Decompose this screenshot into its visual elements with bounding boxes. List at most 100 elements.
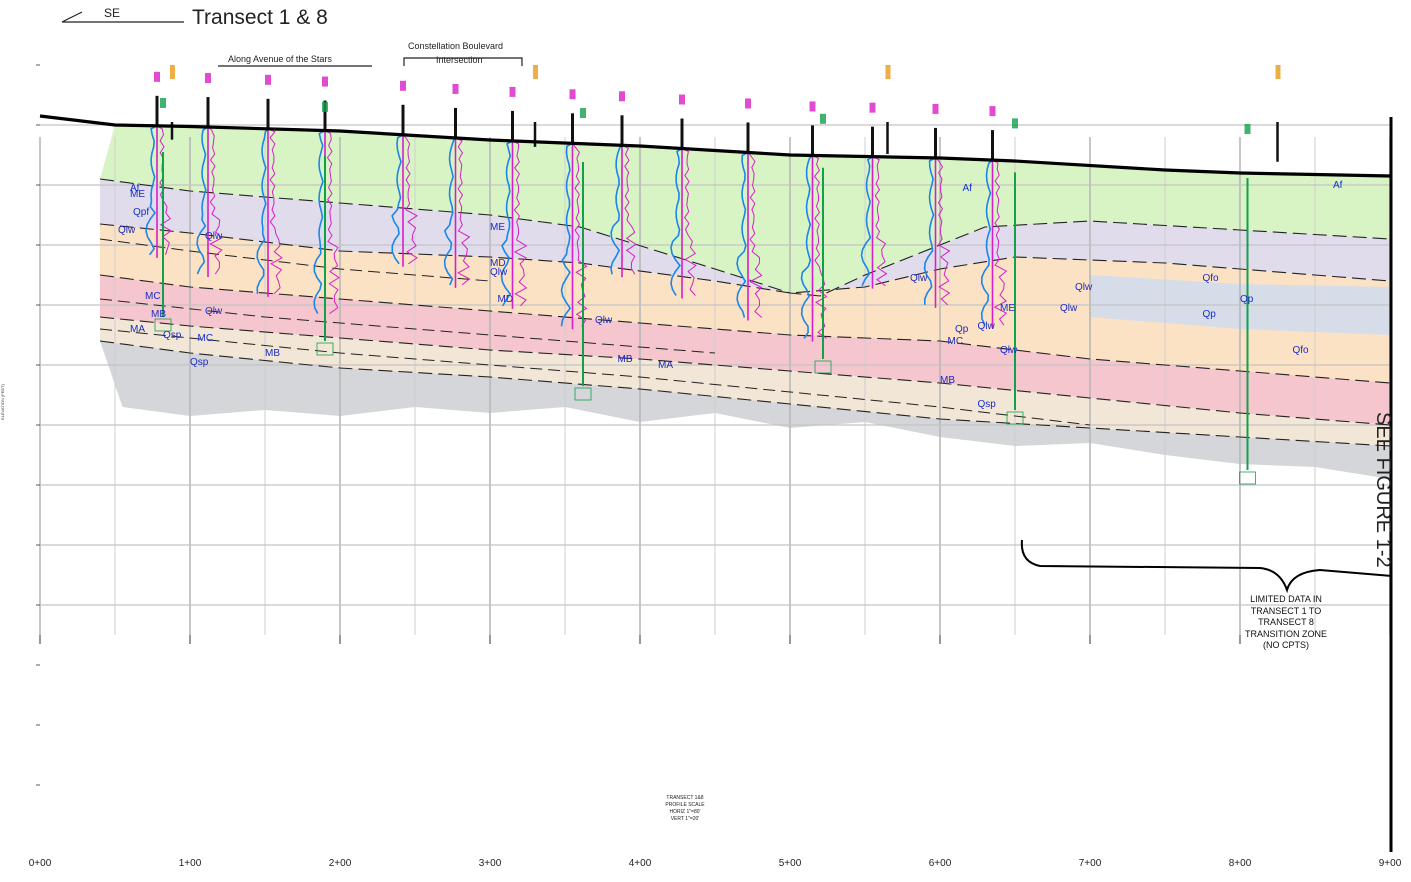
geologic-unit-fills [100, 125, 1390, 479]
boring-id-label [160, 97, 166, 108]
unit-label: Af [130, 183, 140, 194]
cpt-friction-trace [512, 140, 528, 307]
boring-id-label [322, 101, 328, 112]
cpt-id-label [205, 73, 211, 84]
cpt-id-label [932, 103, 939, 114]
contact-line [99, 274, 1391, 384]
boring-total-depth [1006, 411, 1024, 425]
boring-total-depth [154, 318, 172, 332]
x-tick-label: 3+00 [479, 858, 502, 869]
transition-brace [1020, 539, 1393, 594]
contact-line [99, 178, 1391, 297]
boring-id-label [580, 108, 586, 119]
grid-lines [39, 124, 1391, 635]
unit-label: Af [963, 183, 973, 194]
cpt-friction-trace [935, 157, 951, 306]
unit-label: Qsp [190, 357, 209, 368]
y-axis-label: ELEVATION (FEET) [0, 384, 5, 420]
unit-qsp-fill [100, 317, 1390, 446]
unit-label: Qp [1240, 294, 1254, 305]
ground-surface [39, 114, 1391, 178]
cpt-tip-trace [610, 144, 623, 275]
boring-id-label [820, 113, 826, 124]
x-tick-label: 2+00 [329, 858, 352, 869]
note-line: TRANSECT 1 TO [1250, 605, 1322, 616]
cpt-id-label [619, 91, 625, 102]
y-axis [36, 64, 40, 786]
unit-label: MD [490, 258, 506, 269]
unit-label: Qlw [205, 231, 223, 242]
unit-label: Qfo [1203, 273, 1220, 284]
contact-line [99, 316, 1391, 426]
cpt-friction-trace [324, 130, 340, 315]
cpt-tip-trace [800, 154, 814, 339]
unit-label: Qp [955, 324, 969, 335]
x-tick-label: 0+00 [29, 858, 52, 869]
cpt-id-label [322, 76, 328, 87]
see-figure-label: SEE FIGURE 1-2 [1372, 412, 1394, 568]
cpt-tip-trace [736, 151, 749, 318]
cpt-tip-trace [256, 128, 269, 294]
x-axis: 0+00 1+00 2+00 3+00 4+00 5+00 6+00 7+00 8+00 9+00 [29, 635, 1402, 869]
unit-label: Qlw [1075, 282, 1093, 293]
boring-orange-label [885, 65, 891, 79]
unit-label: Qlw [1060, 303, 1078, 314]
cpt-tip-trace [980, 159, 994, 326]
unit-label: Qsp [978, 399, 997, 410]
note-line: (NO CPTS) [1263, 640, 1309, 650]
boring-total-depth [1239, 471, 1256, 485]
unit-label: Qlw [978, 321, 996, 332]
scale-stamp-line: PROFILE SCALE [665, 802, 705, 808]
intersection-label-1: Constellation Boulevard [408, 41, 504, 51]
unit-label: Qlw [1000, 345, 1018, 356]
cpt-friction-trace [402, 134, 418, 265]
cpt-friction-trace [681, 148, 697, 296]
contact-line [99, 298, 716, 354]
unit-label: MB [265, 348, 280, 359]
boring-orange-label [533, 65, 538, 79]
x-tick-label: 5+00 [779, 858, 802, 869]
unit-label: MA [658, 360, 673, 371]
unit-label: MA [130, 324, 145, 335]
x-tick-label: 1+00 [179, 858, 202, 869]
x-tick-label: 7+00 [1079, 858, 1102, 869]
contact-line [99, 328, 1091, 426]
unit-label: Qsp [163, 330, 182, 341]
cpt-friction-trace [455, 137, 471, 286]
ground-surface-line [39, 114, 1391, 178]
contact-line [99, 340, 1391, 447]
scale-stamp-line: TRANSECT 1&8 [666, 795, 703, 801]
cpt-tip-trace [313, 129, 326, 314]
contact-line [99, 223, 1391, 294]
scale-stamp-line: VERT 1"=20' [671, 816, 700, 822]
unit-label: Qpf [133, 207, 149, 218]
boring-orange-label [1275, 65, 1281, 79]
transition-note: LIMITED DATA IN TRANSECT 1 TO TRANSECT 8… [1222, 594, 1350, 652]
unit-label: Qfo [1293, 345, 1310, 356]
unit-labels: Af Af Af Qpf Qlw Qlw Qlw Qlw Qlw Qlw Qlw Qlw Qlw Qlw Q… [118, 180, 1343, 410]
cpt-id-label [989, 106, 996, 117]
direction-arrow [61, 11, 184, 23]
note-line: TRANSITION ZONE [1244, 628, 1327, 639]
unit-label: Qlw [205, 306, 223, 317]
cpt-tip-trace [670, 147, 683, 296]
boring-orange-label [170, 65, 175, 79]
contact-line [99, 238, 491, 282]
along-label: Along Avenue of the Stars [228, 54, 332, 64]
unit-label: ME [1000, 303, 1015, 314]
cpt-id-label [509, 86, 516, 97]
cpt-friction-trace [621, 144, 637, 275]
contact-lines [99, 178, 1391, 447]
page-title: Transect 1 & 8 [192, 6, 328, 29]
unit-qlw-lower-fill [100, 275, 1390, 425]
unit-label: MC [948, 336, 964, 347]
cpt-friction-trace [572, 143, 588, 327]
cpt-soundings [145, 65, 1281, 485]
unit-label: MB [940, 375, 955, 386]
scale-stamp-line: HORIZ 1"=80' [670, 809, 701, 815]
intersection-bracket [403, 57, 523, 66]
unit-label: MB [618, 354, 633, 365]
unit-qlw-fill [100, 224, 1390, 383]
